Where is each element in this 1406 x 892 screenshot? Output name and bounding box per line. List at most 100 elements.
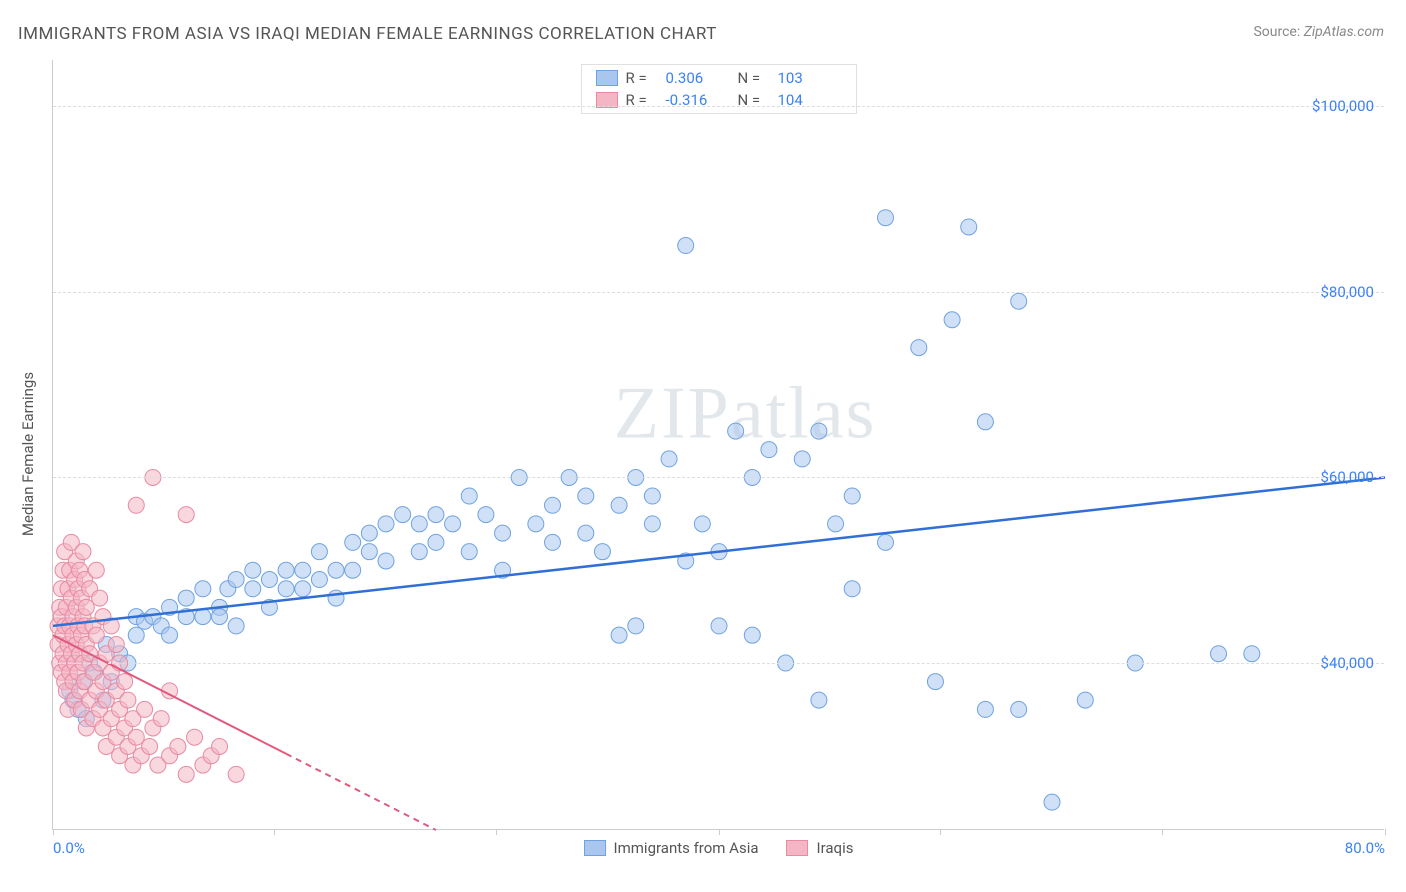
data-point-iraqis [153, 711, 169, 727]
data-point-iraqis [92, 590, 108, 606]
data-point-asia [428, 534, 444, 550]
data-point-asia [545, 534, 561, 550]
data-point-asia [694, 516, 710, 532]
data-point-asia [811, 692, 827, 708]
data-point-asia [461, 488, 477, 504]
x-tick [53, 829, 54, 835]
legend-swatch-asia-b [584, 840, 606, 856]
data-point-iraqis [137, 701, 153, 717]
data-point-asia [728, 423, 744, 439]
data-point-asia [212, 609, 228, 625]
source-value: ZipAtlas.com [1304, 24, 1384, 40]
data-point-asia [361, 525, 377, 541]
data-point-asia [1211, 646, 1227, 662]
x-tick [719, 829, 720, 835]
data-point-asia [428, 507, 444, 523]
data-point-asia [1011, 701, 1027, 717]
data-point-asia [878, 210, 894, 226]
data-point-asia [528, 516, 544, 532]
legend-swatch-iraqis-b [787, 840, 809, 856]
data-point-iraqis [78, 599, 94, 615]
legend-item-iraqis: Iraqis [787, 839, 854, 857]
data-point-asia [744, 627, 760, 643]
trendline-iraqis-dash [286, 754, 436, 830]
data-point-asia [195, 581, 211, 597]
data-point-iraqis [170, 739, 186, 755]
x-tick-label: 0.0% [53, 839, 85, 857]
plot-svg [53, 60, 1384, 829]
data-point-asia [927, 674, 943, 690]
data-point-asia [461, 544, 477, 560]
data-point-asia [328, 562, 344, 578]
data-point-asia [911, 340, 927, 356]
data-point-asia [345, 534, 361, 550]
gridline [53, 477, 1384, 478]
data-point-asia [478, 507, 494, 523]
data-point-iraqis [108, 636, 124, 652]
data-point-iraqis [178, 766, 194, 782]
legend-label-iraqis: Iraqis [817, 839, 854, 857]
data-point-asia [1244, 646, 1260, 662]
data-point-asia [594, 544, 610, 560]
x-tick [274, 829, 275, 835]
data-point-asia [644, 488, 660, 504]
trendline-asia [53, 477, 1385, 625]
data-point-asia [611, 627, 627, 643]
y-tick-label: $60,000 [1320, 468, 1374, 486]
data-point-asia [228, 572, 244, 588]
data-point-asia [178, 590, 194, 606]
data-point-asia [661, 451, 677, 467]
data-point-asia [278, 581, 294, 597]
data-point-asia [644, 516, 660, 532]
x-tick [1162, 829, 1163, 835]
data-point-asia [545, 497, 561, 513]
data-point-asia [245, 581, 261, 597]
data-point-asia [311, 544, 327, 560]
data-point-asia [328, 590, 344, 606]
data-point-iraqis [187, 729, 203, 745]
data-point-asia [811, 423, 827, 439]
data-point-iraqis [128, 497, 144, 513]
gridline [53, 292, 1384, 293]
data-point-asia [761, 442, 777, 458]
data-point-iraqis [120, 692, 136, 708]
data-point-iraqis [178, 507, 194, 523]
data-point-asia [844, 488, 860, 504]
data-point-asia [245, 562, 261, 578]
data-point-asia [977, 701, 993, 717]
data-point-asia [944, 312, 960, 328]
data-point-asia [1077, 692, 1093, 708]
gridline [53, 663, 1384, 664]
data-point-asia [628, 618, 644, 634]
chart-source: Source: ZipAtlas.com [1253, 24, 1384, 40]
legend-label-asia: Immigrants from Asia [614, 839, 759, 857]
data-point-iraqis [142, 739, 158, 755]
data-point-asia [828, 516, 844, 532]
data-point-asia [261, 572, 277, 588]
data-point-asia [578, 488, 594, 504]
y-tick-label: $40,000 [1320, 654, 1374, 672]
data-point-asia [1044, 794, 1060, 810]
data-point-asia [878, 534, 894, 550]
data-point-iraqis [117, 674, 133, 690]
x-tick-label: 80.0% [1345, 839, 1385, 857]
data-point-asia [578, 525, 594, 541]
data-point-iraqis [212, 739, 228, 755]
data-point-asia [128, 627, 144, 643]
x-tick [1385, 829, 1386, 835]
data-point-iraqis [228, 766, 244, 782]
data-point-iraqis [88, 562, 104, 578]
data-point-asia [411, 516, 427, 532]
data-point-asia [295, 581, 311, 597]
data-point-asia [378, 516, 394, 532]
data-point-asia [295, 562, 311, 578]
data-point-asia [794, 451, 810, 467]
data-point-asia [278, 562, 294, 578]
data-point-asia [495, 525, 511, 541]
y-axis-title: Median Female Earnings [19, 372, 37, 536]
data-point-asia [445, 516, 461, 532]
data-point-asia [228, 618, 244, 634]
y-tick-label: $80,000 [1320, 283, 1374, 301]
source-label: Source: [1253, 24, 1303, 40]
data-point-iraqis [75, 544, 91, 560]
